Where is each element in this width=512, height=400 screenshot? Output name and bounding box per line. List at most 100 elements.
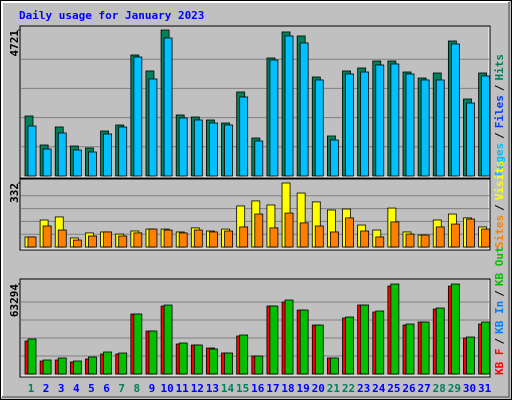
x-tick-label: 18 [281,382,294,395]
bar [420,321,430,375]
bar [375,310,385,375]
bar [239,334,249,375]
bar [57,229,67,248]
bar [57,132,67,177]
bar [42,148,52,177]
bar [390,63,400,177]
legend-separator: / [493,204,506,211]
bar [435,226,445,248]
bar [209,231,218,248]
x-tick-label: 28 [433,382,446,395]
x-tick-label: 31 [478,382,492,395]
bar [284,35,294,177]
x-tick-label: 7 [118,382,125,395]
bar [466,102,475,177]
bar [27,125,37,177]
x-tick-label: 21 [327,382,341,395]
bar [163,37,173,177]
legend-entry: Visits [493,161,506,201]
bar [390,221,400,248]
bar [103,351,112,375]
bar [163,229,173,248]
y-tick-label: 332 [8,183,21,203]
bar [390,283,400,375]
bar [420,79,430,177]
bar [193,344,203,375]
bar [72,360,82,375]
bar [209,348,218,375]
bar [405,73,415,177]
bar [314,225,324,248]
bar [118,235,128,248]
bar [450,223,460,248]
bar [299,42,309,177]
y-tick-label: 4721 [8,30,21,57]
bar [42,359,52,375]
bar [88,151,97,177]
bar [481,228,491,248]
x-tick-label: 24 [372,382,386,395]
bar [148,330,158,375]
x-tick-label: 2 [43,382,50,395]
legend: Pages / Files / Hits [493,54,506,176]
bar [163,304,173,375]
x-tick-label: 20 [312,382,325,395]
bar [329,231,339,248]
bar [72,149,82,177]
bar [299,222,309,248]
legend-entry: KB In [493,301,506,334]
bar [193,119,203,177]
bar [148,78,158,177]
bar [466,336,475,375]
bar [420,234,430,248]
bar [103,133,112,177]
bar [450,283,460,375]
bar [405,233,415,248]
bar [329,139,339,177]
x-tick-label: 22 [342,382,355,395]
bar [254,355,264,375]
x-tick-label: 23 [357,382,370,395]
x-tick-label: 10 [160,382,173,395]
x-tick-label: 12 [191,382,204,395]
bar [27,338,37,375]
bar [375,236,385,248]
bar [148,228,158,248]
legend-entry: KB F [493,349,506,376]
y-tick-label: 63294 [8,284,21,317]
bar [269,227,279,248]
x-tick-label: 9 [149,382,156,395]
bar [450,43,460,177]
bar [314,324,324,375]
x-tick-label: 17 [266,382,279,395]
bar [118,126,128,177]
bar [345,73,354,177]
x-tick-label: 6 [103,382,110,395]
bar [314,79,324,177]
legend-entry: Pages [493,143,506,176]
bar [360,230,370,248]
x-tick-label: 14 [221,382,235,395]
bar [133,313,143,375]
legend-separator: / [493,338,506,345]
panel-bevel [21,280,490,377]
bar [178,117,188,177]
legend-separator: / [493,132,506,139]
bar [375,64,385,177]
bar [133,232,143,248]
bar [27,236,37,248]
bar [88,235,97,248]
legend-separator: / [493,290,506,297]
x-tick-label: 26 [402,382,416,395]
bar [329,357,339,375]
chart-title: Daily usage for January 2023 [19,9,204,22]
bar [269,59,279,177]
x-tick-label: 5 [88,382,95,395]
x-tick-label: 8 [134,382,141,395]
bar [254,140,264,177]
bar [42,225,52,248]
bar [57,357,67,375]
